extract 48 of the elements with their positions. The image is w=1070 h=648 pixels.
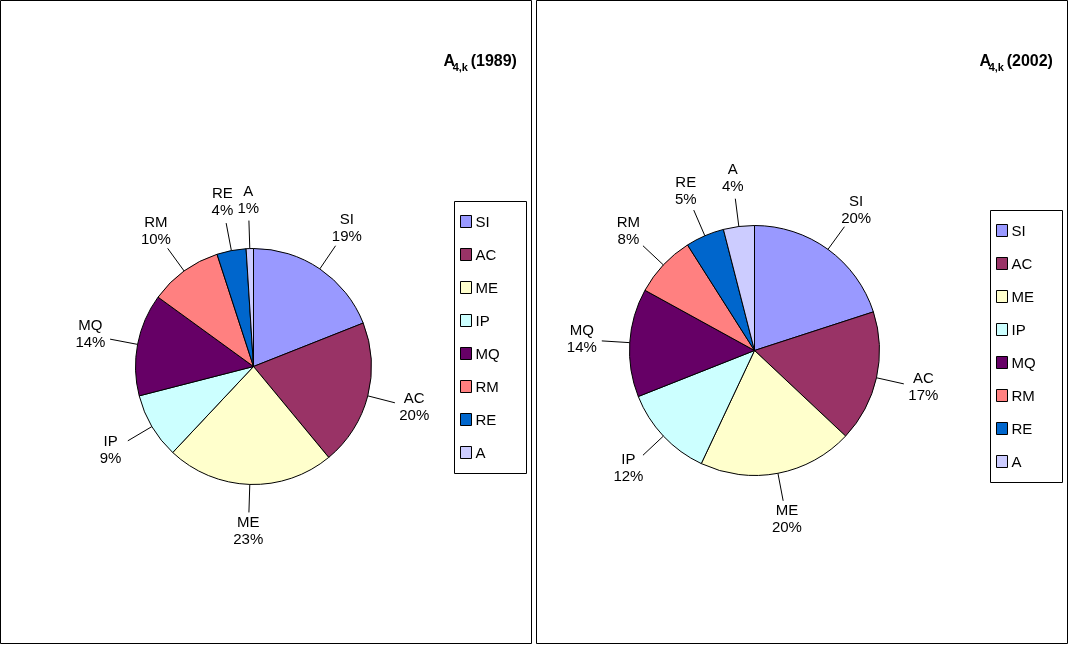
data-label: 20%	[399, 405, 430, 423]
data-label: 4%	[211, 201, 234, 219]
slice-label: AC	[403, 388, 425, 406]
data-label: 8%	[617, 230, 640, 248]
slice-label: RM	[616, 213, 641, 231]
legend-label: MQ	[1011, 354, 1036, 371]
slice-label: MQ	[78, 316, 103, 334]
legend-label: AC	[1011, 255, 1033, 272]
data-label: 14%	[75, 333, 106, 351]
legend-label: ME	[1011, 288, 1034, 305]
slice-label: AC	[912, 369, 934, 387]
slice-label: SI	[339, 210, 354, 228]
data-label: 14%	[566, 337, 597, 355]
data-label: 17%	[908, 386, 939, 404]
slice-label: RE	[211, 184, 233, 202]
data-label: 10%	[140, 230, 171, 248]
legend-label: A	[1011, 453, 1022, 470]
legend-label: SI	[1011, 222, 1026, 239]
legend-label: AC	[475, 246, 497, 263]
data-label: 20%	[771, 518, 802, 536]
slice-label: MQ	[569, 320, 594, 338]
legend-label: RE	[1011, 420, 1033, 437]
legend-label: IP	[1011, 321, 1026, 338]
data-label: 19%	[331, 227, 362, 245]
legend-label: SI	[475, 213, 490, 230]
slice-label: RM	[144, 213, 168, 231]
data-label: 9%	[99, 449, 122, 466]
data-label: 5%	[674, 189, 697, 207]
legend-label: A	[475, 444, 486, 461]
slice-label: ME	[775, 501, 799, 519]
data-label: 20%	[841, 208, 872, 226]
legend-label: RM	[475, 378, 499, 395]
slice-label: A	[727, 159, 738, 177]
data-label: 1%	[237, 198, 260, 216]
slice-label: RE	[675, 172, 697, 190]
legend-label: MQ	[475, 345, 500, 362]
legend-label: ME	[475, 279, 498, 296]
legend-label: RM	[1011, 387, 1035, 404]
slice-label: IP	[621, 449, 636, 467]
legend-label: IP	[475, 312, 490, 329]
slice-label: A	[243, 181, 254, 199]
data-label: 23%	[233, 530, 264, 548]
data-label: 12%	[613, 466, 644, 484]
slice-label: SI	[849, 191, 864, 209]
legend-label: RE	[475, 411, 497, 428]
slice-label: ME	[237, 513, 260, 531]
slice-label: IP	[103, 432, 118, 449]
data-label: 4%	[721, 176, 744, 194]
